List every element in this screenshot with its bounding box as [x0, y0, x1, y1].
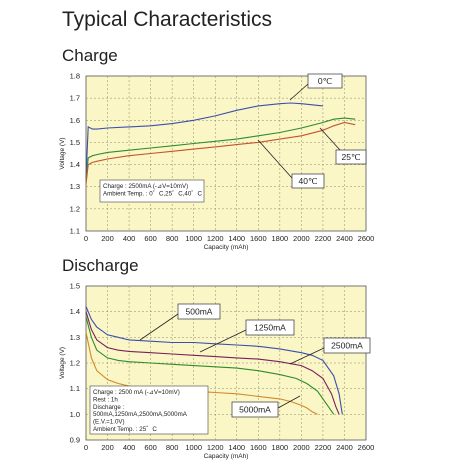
discharge-condition-line: Charge : 2500 mA (-⊿V=10mV)	[93, 389, 180, 396]
discharge-condition-line: Ambient Temp. : 25゜C	[93, 426, 157, 433]
charge-x-tick-label: 1800	[272, 234, 289, 243]
discharge-x-tick-label: 1200	[207, 443, 224, 452]
discharge-condition-box	[89, 385, 209, 435]
discharge-callout-box	[245, 319, 295, 336]
charge-callout-leader	[319, 127, 341, 151]
charge-x-tick-label: 800	[166, 234, 179, 243]
discharge-callout-box	[231, 401, 279, 418]
discharge-x-tick-label: 1800	[272, 443, 289, 452]
discharge-x-tick-label: 800	[166, 443, 179, 452]
discharge-x-tick-label: 400	[123, 443, 136, 452]
discharge-y-tick-label: 1.4	[70, 307, 80, 316]
discharge-callout-leader	[289, 347, 325, 365]
discharge-x-tick-label: 2400	[336, 443, 353, 452]
charge-y-tick-label: 1.6	[70, 116, 80, 125]
charge-chart-title: Charge	[62, 46, 118, 65]
discharge-y-tick-label: 1.3	[70, 333, 80, 342]
discharge-chart: 0 200 400 600 800 1000 1200 1400 1600 1800 2000 220…	[59, 282, 374, 461]
charge-x-tick-label: 200	[101, 234, 114, 243]
charge-condition-line: Ambient Temp. : 0゜C,25゜C,40゜C	[103, 190, 202, 197]
charge-x-axis-label: Capacity (mAh)	[204, 244, 249, 251]
discharge-condition-line: (E.V.=1.0V)	[93, 419, 125, 426]
discharge-callout-box	[177, 303, 221, 320]
discharge-x-tick-label: 2000	[293, 443, 310, 452]
charge-series-line-0	[85, 102, 323, 178]
charge-callout-box	[335, 149, 367, 165]
charge-condition-box	[99, 179, 205, 203]
discharge-callout-label: 2500mA	[331, 341, 363, 351]
discharge-series-line-2	[85, 316, 335, 415]
charge-x-tick-label: 600	[144, 234, 157, 243]
charge-callout-label: 40℃	[298, 176, 317, 186]
discharge-x-tick-label: 1000	[185, 443, 202, 452]
discharge-y-tick-label: 1.2	[70, 359, 80, 368]
discharge-y-tick-label: 0.9	[70, 436, 80, 445]
page-title: Typical Characteristics	[62, 8, 273, 31]
discharge-condition-line: 500mA,1250mA,2500mA,5000mA	[93, 411, 188, 418]
charge-x-tick-label: 1200	[207, 234, 224, 243]
charge-x-tick-label: 2600	[358, 234, 375, 243]
discharge-series-line-0	[85, 306, 343, 415]
discharge-condition-line: Discharge :	[93, 404, 125, 411]
charge-x-tick-label: 2200	[315, 234, 332, 243]
discharge-series-line-1	[85, 311, 340, 415]
charge-y-tick-label: 1.4	[70, 160, 80, 169]
charge-callout-box	[307, 73, 343, 89]
discharge-y-tick-label: 1.0	[70, 410, 80, 419]
charge-y-tick-label: 1.5	[70, 138, 80, 147]
discharge-y-tick-label: 1.1	[70, 384, 80, 393]
discharge-x-tick-label: 200	[101, 443, 114, 452]
charge-y-tick-label: 1.7	[70, 94, 80, 103]
charge-y-tick-label: 1.2	[70, 204, 80, 213]
discharge-x-axis-label: Capacity (mAh)	[204, 453, 249, 460]
discharge-callout-leader	[277, 395, 301, 409]
charge-x-tick-label: 1000	[185, 234, 202, 243]
discharge-x-tick-label: 1600	[250, 443, 267, 452]
charge-x-tick-label: 0	[84, 234, 88, 243]
discharge-y-tick-label: 1.5	[70, 282, 80, 291]
charge-series-line-1	[85, 117, 356, 181]
charge-series-line-2	[85, 121, 356, 185]
charge-y-axis-label: Voltage (V)	[59, 137, 66, 169]
discharge-y-axis-label: Voltage (V)	[59, 347, 66, 379]
discharge-x-tick-label: 2600	[358, 443, 375, 452]
charge-callout-leader	[289, 83, 309, 101]
charge-y-tick-label: 1.8	[70, 72, 80, 81]
charge-plot-area	[85, 75, 367, 232]
discharge-condition-line: Rest : 1h	[93, 396, 118, 403]
charge-callout-leader	[257, 139, 293, 179]
discharge-x-tick-label: 1400	[228, 443, 245, 452]
charge-chart: 0 200 400 600 800 1000 1200 1400 1600 1800 2000 220…	[59, 72, 374, 252]
discharge-callout-label: 1250mA	[254, 323, 286, 333]
discharge-callout-box	[323, 337, 371, 354]
charge-x-tick-label: 2000	[293, 234, 310, 243]
charge-callout-label: 25℃	[341, 152, 360, 162]
charge-x-tick-label: 1400	[228, 234, 245, 243]
charge-y-tick-label: 1.1	[70, 227, 80, 236]
discharge-x-tick-label: 0	[84, 443, 88, 452]
discharge-callout-label: 500mA	[186, 307, 213, 317]
charge-callout-label: 0℃	[318, 76, 333, 86]
charge-x-tick-label: 2400	[336, 234, 353, 243]
discharge-x-tick-label: 600	[144, 443, 157, 452]
charge-condition-line: Charge : 2500mA (-⊿V=10mV)	[103, 183, 188, 190]
discharge-chart-title: Discharge	[62, 256, 139, 275]
charge-x-tick-label: 1600	[250, 234, 267, 243]
charge-y-tick-label: 1.3	[70, 182, 80, 191]
charge-x-tick-label: 400	[123, 234, 136, 243]
discharge-callout-leader	[199, 329, 247, 353]
discharge-callout-leader	[139, 313, 179, 341]
charge-callout-box	[291, 173, 325, 189]
discharge-callout-label: 5000mA	[239, 405, 271, 415]
discharge-x-tick-label: 2200	[315, 443, 332, 452]
